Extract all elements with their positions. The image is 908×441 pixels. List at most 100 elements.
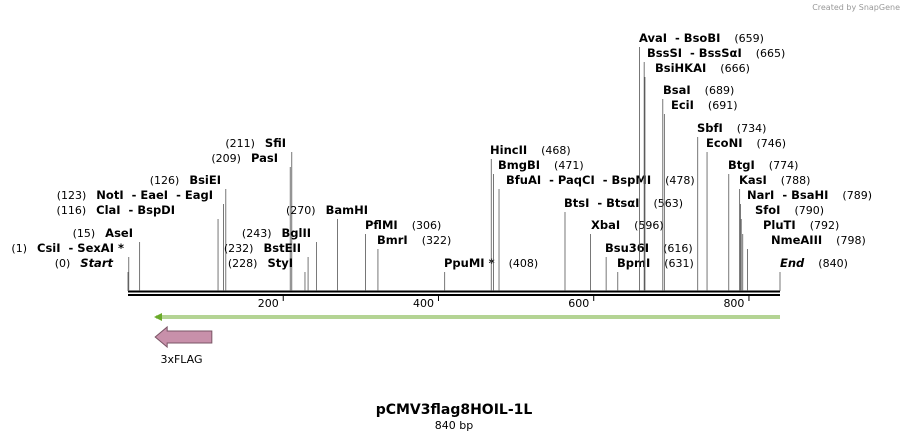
site-position: (774): [769, 159, 799, 172]
site-name: XbaI: [591, 218, 620, 232]
site-name: BglII: [282, 226, 312, 240]
site-label: (0) Start: [55, 256, 114, 270]
ruler-label: 800: [723, 297, 744, 310]
site-position: (563): [653, 197, 683, 210]
site-name: StyI: [267, 256, 293, 270]
site-position: (15): [73, 227, 96, 240]
site-position: (270): [286, 204, 316, 217]
site-position: (232): [224, 242, 254, 255]
site-label: BssSI - BssSαI (665): [647, 46, 785, 60]
site-name: PluTI: [763, 218, 796, 232]
site-name: BfuAI - PaqCI - BspMI: [506, 173, 651, 187]
site-position: (0): [55, 257, 71, 270]
site-label: BtsI - BtsαI (563): [564, 196, 683, 210]
site-label: (232) BstEII: [224, 241, 301, 255]
site-position: (798): [836, 234, 866, 247]
site-name: AvaI - BsoBI: [639, 31, 720, 45]
site-name: SfiI: [265, 136, 286, 150]
site-label: SbfI (734): [697, 121, 766, 135]
site-position: (306): [412, 219, 442, 232]
site-name: AseI: [105, 226, 133, 240]
site-position: (322): [422, 234, 452, 247]
site-position: (1): [11, 242, 27, 255]
site-label: PpuMI * (408): [444, 256, 538, 270]
site-position: (691): [708, 99, 738, 112]
site-position: (471): [554, 159, 584, 172]
site-position: (596): [634, 219, 664, 232]
site-position: (468): [541, 144, 571, 157]
site-label: BtgI (774): [728, 158, 798, 172]
site-position: (211): [225, 137, 255, 150]
site-label: (243) BglII: [242, 226, 311, 240]
site-name: KasI: [739, 173, 767, 187]
site-label: BmgBI (471): [498, 158, 584, 172]
site-label: (15) AseI: [73, 226, 133, 240]
site-label: XbaI (596): [591, 218, 664, 232]
credit: Created by SnapGene: [812, 3, 900, 12]
site-label: PflMI (306): [365, 218, 441, 232]
site-position: (734): [737, 122, 767, 135]
site-label: (270) BamHI: [286, 203, 368, 217]
site-position: (631): [664, 257, 694, 270]
site-label: NmeAIII (798): [771, 233, 866, 247]
site-label: HincII (468): [490, 143, 571, 157]
feature-label: 3xFLAG: [160, 353, 202, 366]
site-position: (792): [810, 219, 840, 232]
site-name: Start: [80, 256, 113, 270]
site-name: BpmI: [617, 256, 650, 270]
ruler-label: 200: [258, 297, 279, 310]
site-name: PasI: [251, 151, 278, 165]
site-name: BstEII: [263, 241, 301, 255]
site-name: BssSI - BssSαI: [647, 46, 742, 60]
site-position: (408): [509, 257, 539, 270]
site-position: (116): [57, 204, 87, 217]
site-name: PpuMI *: [444, 256, 495, 270]
feature-arrow: [154, 325, 213, 349]
site-label: PluTI (792): [763, 218, 839, 232]
site-label: NarI - BsaHI (789): [747, 188, 872, 202]
site-label: (209) PasI: [211, 151, 278, 165]
ruler-label: 400: [413, 297, 434, 310]
site-name: NarI - BsaHI: [747, 188, 828, 202]
site-position: (790): [794, 204, 824, 217]
site-position: (840): [818, 257, 848, 270]
site-label: KasI (788): [739, 173, 810, 187]
site-name: EciI: [671, 98, 694, 112]
orf-head: [154, 313, 162, 321]
site-label: BmrI (322): [377, 233, 451, 247]
site-label: EciI (691): [671, 98, 738, 112]
site-position: (228): [228, 257, 258, 270]
site-name: SfoI: [755, 203, 780, 217]
site-label: Bsu36I (616): [605, 241, 693, 255]
site-position: (659): [734, 32, 764, 45]
site-name: CsiI - SexAI *: [37, 241, 124, 255]
site-label: BsiHKAI (666): [655, 61, 750, 75]
site-label: BfuAI - PaqCI - BspMI (478): [506, 173, 695, 187]
site-name: BamHI: [326, 203, 368, 217]
map-length: 840 bp: [435, 419, 473, 432]
site-name: BmrI: [377, 233, 408, 247]
site-name: HincII: [490, 143, 527, 157]
site-label: End (840): [780, 256, 848, 270]
site-name: EcoNI: [706, 136, 742, 150]
site-position: (665): [756, 47, 786, 60]
site-name: Bsu36I: [605, 241, 649, 255]
site-name: PflMI: [365, 218, 398, 232]
site-name: ClaI - BspDI: [96, 203, 175, 217]
site-name: BsiHKAI: [655, 61, 706, 75]
site-position: (478): [665, 174, 695, 187]
site-position: (126): [150, 174, 180, 187]
site-name: BtgI: [728, 158, 755, 172]
site-label: (123) NotI - EaeI - EagI: [57, 188, 213, 202]
site-name: NmeAIII: [771, 233, 822, 247]
site-name: End: [780, 256, 805, 270]
site-label: (116) ClaI - BspDI: [57, 203, 175, 217]
site-position: (123): [57, 189, 87, 202]
site-label: (126) BsiEI: [150, 173, 221, 187]
site-name: BsiEI: [189, 173, 221, 187]
site-name: BmgBI: [498, 158, 540, 172]
site-name: NotI - EaeI - EagI: [96, 188, 213, 202]
map-title: pCMV3flag8HOIL-1L: [376, 402, 533, 418]
ruler-label: 600: [568, 297, 589, 310]
site-position: (243): [242, 227, 272, 240]
